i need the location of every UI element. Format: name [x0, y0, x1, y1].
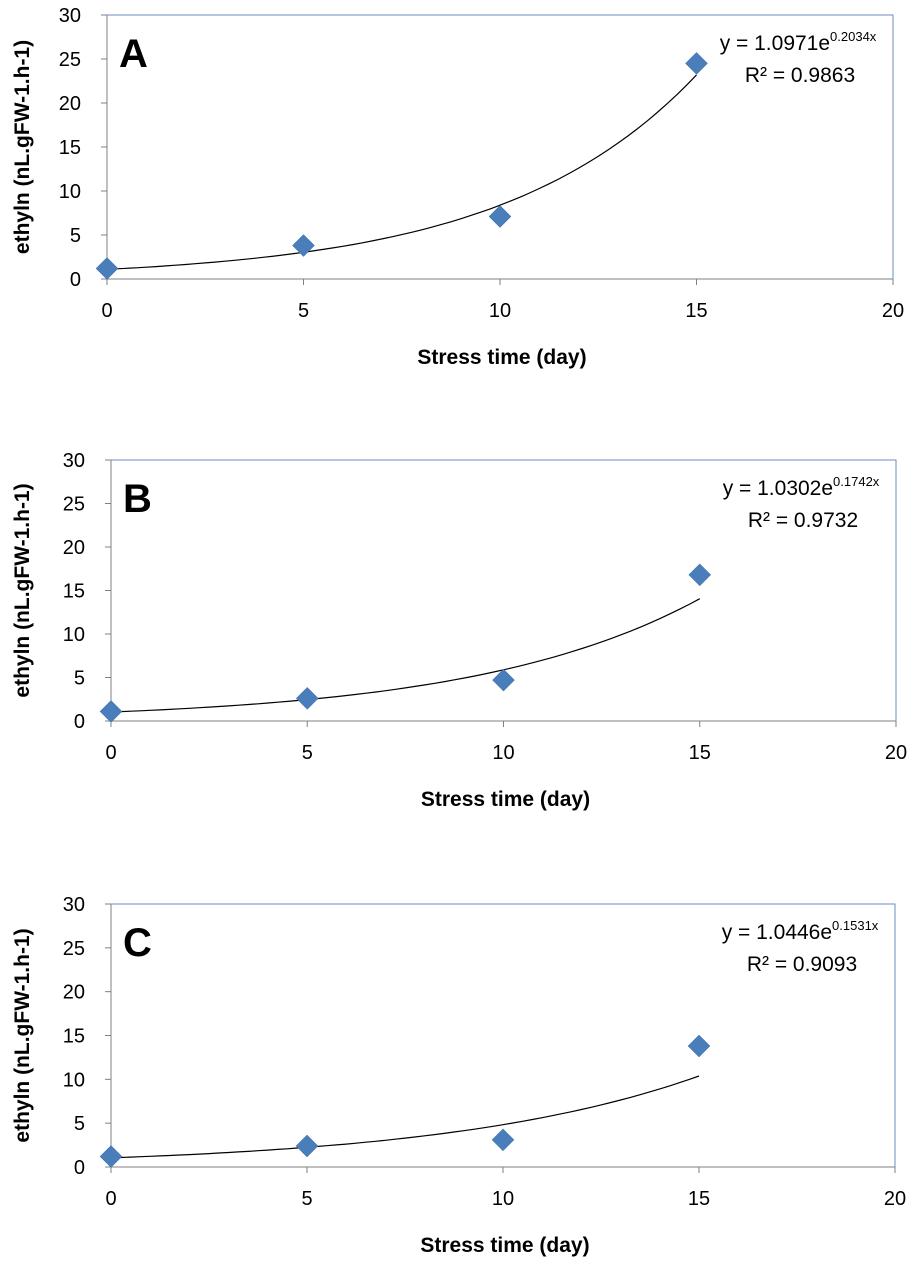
- y-tick-label: 30: [63, 894, 85, 916]
- x-tick-label: 20: [882, 300, 904, 322]
- y-tick-label: 25: [59, 49, 81, 71]
- chart-svg: 0 5 10 15 20 25 30 0 5 10 15 20 Stress time (day) eth…: [11, 5, 904, 369]
- y-tick-label: 20: [59, 93, 81, 115]
- chart-panel-c: 0 5 10 15 20 25 30 0 5 10 15 20 Stress time (day) eth…: [0, 886, 910, 1286]
- y-tick-label: 15: [59, 137, 81, 159]
- x-tick-label: 5: [302, 742, 313, 764]
- y-tick-label: 30: [63, 450, 85, 472]
- chart-panel-b: 0 5 10 15 20 25 30 0 5 10 15 20 Stress time (day) eth…: [0, 442, 910, 842]
- trendline: [106, 74, 697, 270]
- y-tick-label: 5: [74, 668, 85, 690]
- y-axis-title: ethyln (nL.gFW-1.h-1): [11, 928, 34, 1142]
- x-tick-label: 20: [884, 1188, 906, 1210]
- x-tick-label: 10: [492, 742, 514, 764]
- x-axis-title: Stress time (day): [421, 788, 590, 811]
- r-squared-label: R² = 0.9863: [745, 64, 855, 87]
- y-tick-label: 10: [59, 181, 81, 203]
- y-tick-label: 15: [63, 1026, 85, 1048]
- y-tick-label: 0: [70, 269, 81, 291]
- panel-label: C: [123, 921, 152, 965]
- panel-label: B: [123, 477, 152, 521]
- y-tick-label: 20: [63, 982, 85, 1004]
- x-tick-label: 0: [105, 1188, 116, 1210]
- r-squared-label: R² = 0.9093: [747, 953, 857, 976]
- trendline-equation: y = 1.0971e0.2034x: [720, 29, 877, 55]
- x-axis-title: Stress time (day): [420, 1234, 589, 1257]
- panel-label: A: [119, 32, 148, 76]
- x-tick-label: 5: [301, 1188, 312, 1210]
- y-tick-label: 0: [74, 711, 85, 733]
- r-squared-label: R² = 0.9732: [748, 509, 858, 532]
- x-tick-label: 10: [492, 1188, 514, 1210]
- data-point: [295, 1134, 319, 1158]
- trendline: [110, 598, 701, 713]
- y-tick-label: 5: [70, 225, 81, 247]
- data-point: [687, 1034, 711, 1058]
- x-tick-label: 0: [105, 742, 116, 764]
- x-tick-label: 0: [101, 300, 112, 322]
- data-point: [688, 563, 712, 587]
- trendline: [110, 1075, 700, 1159]
- y-tick-label: 15: [63, 581, 85, 603]
- data-point: [488, 205, 512, 228]
- y-tick-label: 10: [63, 1069, 85, 1091]
- x-tick-label: 5: [298, 300, 309, 322]
- x-axis-title: Stress time (day): [417, 346, 586, 369]
- y-tick-label: 5: [74, 1113, 85, 1135]
- x-tick-label: 15: [685, 300, 707, 322]
- trendline-equation: y = 1.0302e0.1742x: [723, 474, 880, 500]
- data-point: [685, 52, 708, 75]
- data-point: [99, 700, 123, 723]
- data-point: [295, 687, 319, 710]
- chart-svg: 0 5 10 15 20 25 30 0 5 10 15 20 Stress time (day) eth…: [11, 894, 906, 1257]
- x-tick-label: 10: [489, 300, 511, 322]
- y-tick-label: 30: [59, 5, 81, 27]
- y-tick-label: 0: [74, 1157, 85, 1179]
- y-tick-label: 25: [63, 938, 85, 960]
- data-point: [292, 234, 315, 257]
- y-tick-label: 10: [63, 624, 85, 646]
- data-point: [491, 1128, 515, 1152]
- data-point: [492, 668, 515, 692]
- chart-svg: 0 5 10 15 20 25 30 0 5 10 15 20 Stress time (day) eth…: [11, 450, 907, 811]
- data-point: [99, 1145, 123, 1168]
- y-tick-label: 20: [63, 537, 85, 559]
- chart-panel-a: 0 5 10 15 20 25 30 0 5 10 15 20 Stress time (day) eth…: [0, 0, 910, 400]
- trendline-equation: y = 1.0446e0.1531x: [722, 918, 879, 944]
- data-point: [95, 257, 119, 280]
- x-tick-label: 20: [885, 742, 907, 764]
- y-axis-title: ethyln (nL.gFW-1.h-1): [11, 40, 34, 254]
- y-tick-label: 25: [63, 494, 85, 516]
- y-axis-title: ethyln (nL.gFW-1.h-1): [11, 483, 34, 697]
- x-tick-label: 15: [689, 742, 711, 764]
- x-tick-label: 15: [688, 1188, 710, 1210]
